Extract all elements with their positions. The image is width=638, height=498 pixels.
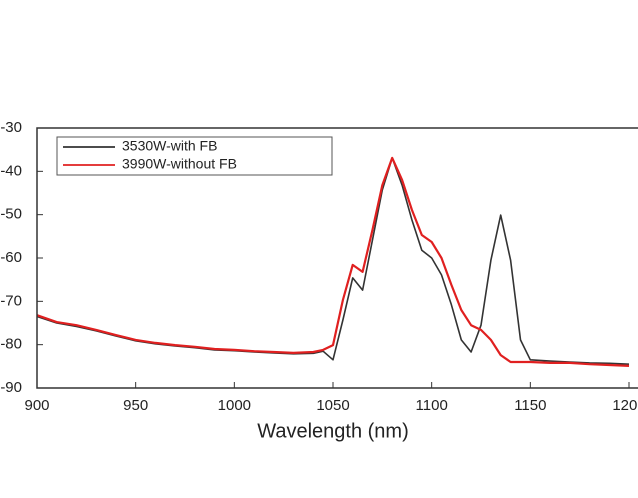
y-tick-label: -50 [0,206,22,223]
x-axis-label: Wavelength (nm) [257,420,409,442]
x-tick-label: 950 [123,397,148,414]
legend-label: 3990W-without FB [122,156,237,172]
y-tick-label: -60 [0,249,22,266]
y-tick-label: -30 [0,119,22,136]
y-tick-label: -80 [0,336,22,353]
series-line [36,156,630,367]
series-line [36,157,630,365]
plot-frame [36,127,638,389]
x-tick-label: 1100 [416,397,448,414]
y-tick-label: -70 [0,292,22,309]
y-tick-label: -90 [0,379,22,396]
y-tick-label: -40 [0,162,22,179]
x-tick-label: 1200 [612,397,638,414]
x-tick-label: 1150 [514,397,546,414]
x-tick-label: 1000 [218,397,251,414]
legend-label: 3530W-with FB [122,138,217,154]
x-tick-label: 900 [24,397,49,414]
x-tick-label: 1050 [316,397,349,414]
legend-box [56,136,333,176]
